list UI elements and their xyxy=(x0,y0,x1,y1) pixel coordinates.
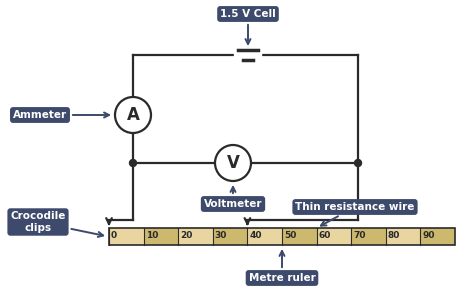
Bar xyxy=(350,228,385,245)
Text: Voltmeter: Voltmeter xyxy=(203,187,262,209)
Text: 40: 40 xyxy=(249,230,261,240)
Bar xyxy=(109,228,454,245)
Text: Metre ruler: Metre ruler xyxy=(248,251,315,283)
Circle shape xyxy=(129,159,136,167)
Circle shape xyxy=(115,97,150,133)
Bar xyxy=(178,228,213,245)
Bar xyxy=(316,228,350,245)
Text: 50: 50 xyxy=(283,230,296,240)
Text: Thin resistance wire: Thin resistance wire xyxy=(294,202,414,226)
Text: 90: 90 xyxy=(421,230,434,240)
Bar xyxy=(282,228,316,245)
Text: 30: 30 xyxy=(214,230,227,240)
Bar xyxy=(143,228,178,245)
Bar xyxy=(213,228,247,245)
Text: 20: 20 xyxy=(180,230,192,240)
Text: A: A xyxy=(126,106,139,124)
Circle shape xyxy=(354,159,361,167)
Bar xyxy=(109,228,143,245)
Text: 70: 70 xyxy=(352,230,365,240)
Circle shape xyxy=(214,145,250,181)
Text: Ammeter: Ammeter xyxy=(13,110,109,120)
Text: V: V xyxy=(226,154,239,172)
Text: 1.5 V Cell: 1.5 V Cell xyxy=(219,9,275,44)
Bar xyxy=(385,228,419,245)
Text: Crocodile
clips: Crocodile clips xyxy=(10,211,103,237)
Text: 0: 0 xyxy=(111,230,117,240)
Bar xyxy=(247,228,282,245)
Bar xyxy=(419,228,454,245)
Text: 10: 10 xyxy=(145,230,157,240)
Text: 80: 80 xyxy=(387,230,399,240)
Text: 60: 60 xyxy=(318,230,330,240)
